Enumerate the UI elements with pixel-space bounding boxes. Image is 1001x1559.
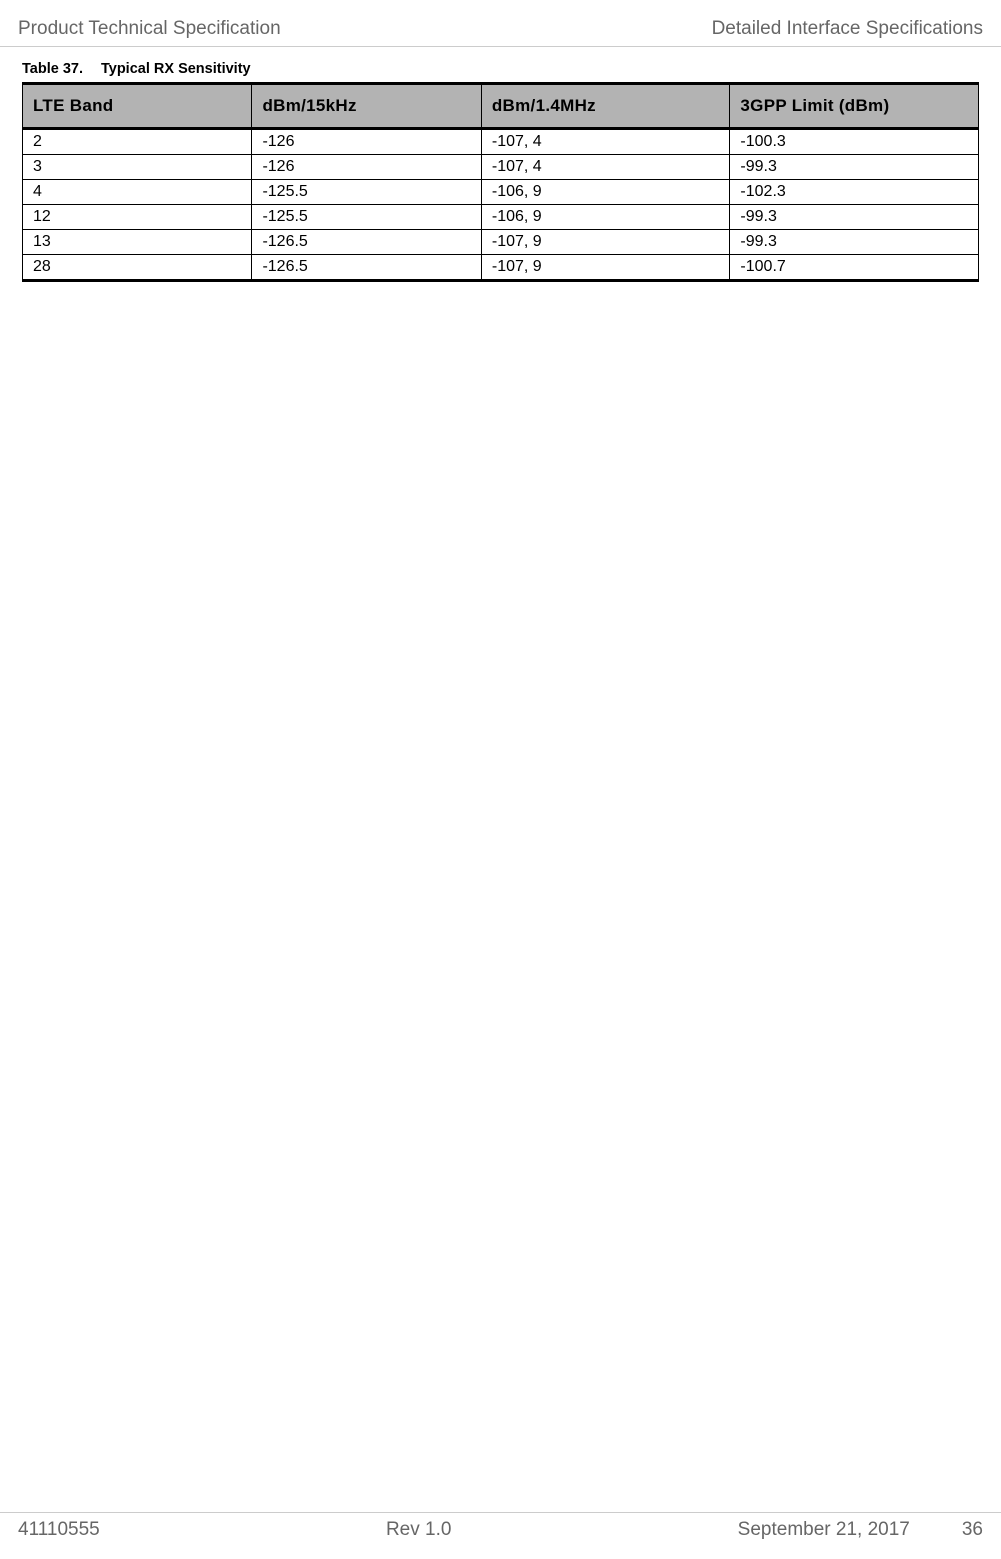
table-cell: -100.3 xyxy=(730,129,979,155)
table-number: Table 37. xyxy=(22,61,83,77)
header-left: Product Technical Specification xyxy=(18,18,281,40)
page-content: Table 37. Typical RX Sensitivity LTE Band… xyxy=(0,47,1001,282)
table-cell: -100.7 xyxy=(730,255,979,281)
table-cell: -126 xyxy=(252,129,481,155)
col-header: LTE Band xyxy=(23,84,252,129)
table-row: 2-126-107, 4-100.3 xyxy=(23,129,979,155)
table-cell: -126.5 xyxy=(252,255,481,281)
table-row: 3-126-107, 4-99.3 xyxy=(23,155,979,180)
table-cell: 28 xyxy=(23,255,252,281)
table-cell: -99.3 xyxy=(730,155,979,180)
table-title: Typical RX Sensitivity xyxy=(101,61,251,77)
table-cell: -126 xyxy=(252,155,481,180)
table-cell: 4 xyxy=(23,180,252,205)
table-cell: -107, 4 xyxy=(481,129,730,155)
col-header: dBm/1.4MHz xyxy=(481,84,730,129)
table-cell: -106, 9 xyxy=(481,180,730,205)
col-header: 3GPP Limit (dBm) xyxy=(730,84,979,129)
table-cell: -107, 9 xyxy=(481,230,730,255)
table-cell: -126.5 xyxy=(252,230,481,255)
table-cell: -125.5 xyxy=(252,205,481,230)
table-cell: -102.3 xyxy=(730,180,979,205)
table-body: 2-126-107, 4-100.33-126-107, 4-99.34-125… xyxy=(23,129,979,281)
footer-revision: Rev 1.0 xyxy=(386,1519,451,1541)
page-header: Product Technical Specification Detailed… xyxy=(0,18,1001,47)
table-cell: -99.3 xyxy=(730,230,979,255)
table-cell: 13 xyxy=(23,230,252,255)
table-row: 4-125.5-106, 9-102.3 xyxy=(23,180,979,205)
table-header-row: LTE Band dBm/15kHz dBm/1.4MHz 3GPP Limit… xyxy=(23,84,979,129)
table-caption: Table 37. Typical RX Sensitivity xyxy=(22,61,979,77)
table-cell: -107, 4 xyxy=(481,155,730,180)
rx-sensitivity-table: LTE Band dBm/15kHz dBm/1.4MHz 3GPP Limit… xyxy=(22,82,979,282)
table-cell: 2 xyxy=(23,129,252,155)
footer-right-group: September 21, 2017 36 xyxy=(738,1519,983,1541)
col-header: dBm/15kHz xyxy=(252,84,481,129)
table-cell: 3 xyxy=(23,155,252,180)
table-row: 12-125.5-106, 9-99.3 xyxy=(23,205,979,230)
footer-page: 36 xyxy=(962,1519,983,1541)
table-cell: -99.3 xyxy=(730,205,979,230)
table-cell: -125.5 xyxy=(252,180,481,205)
table-row: 13-126.5-107, 9-99.3 xyxy=(23,230,979,255)
footer-doc-id: 41110555 xyxy=(18,1519,100,1541)
header-right: Detailed Interface Specifications xyxy=(712,18,983,40)
page-footer: 41110555 Rev 1.0 September 21, 2017 36 xyxy=(0,1512,1001,1541)
table-cell: -106, 9 xyxy=(481,205,730,230)
table-row: 28-126.5-107, 9-100.7 xyxy=(23,255,979,281)
footer-date: September 21, 2017 xyxy=(738,1519,910,1541)
table-cell: -107, 9 xyxy=(481,255,730,281)
table-cell: 12 xyxy=(23,205,252,230)
